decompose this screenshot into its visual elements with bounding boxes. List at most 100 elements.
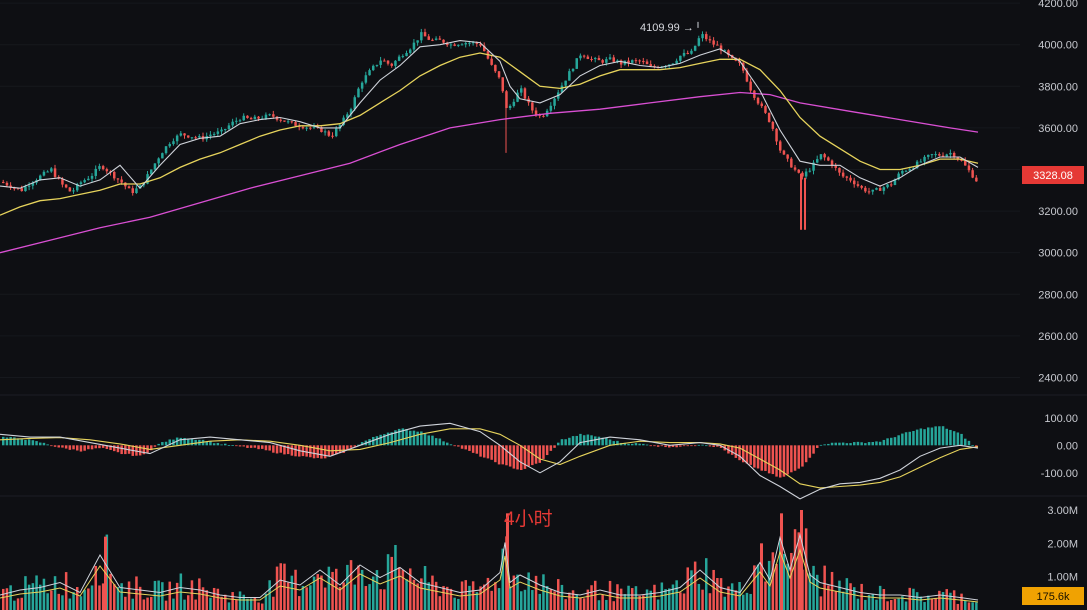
volume-bar xyxy=(960,593,963,610)
candle-body xyxy=(897,173,900,180)
volume-bar xyxy=(971,602,974,610)
volume-bar xyxy=(890,600,893,610)
macd-histogram-bar xyxy=(246,445,249,448)
macd-histogram-bar xyxy=(605,437,608,446)
candle-body xyxy=(187,135,190,138)
volume-bar xyxy=(915,592,919,610)
candle-body xyxy=(227,125,231,129)
candle-body xyxy=(638,60,641,62)
macd-histogram-bar xyxy=(468,445,471,451)
macd-histogram-bar xyxy=(601,437,604,446)
price-pane[interactable] xyxy=(0,21,979,254)
volume-bar xyxy=(812,565,815,610)
macd-histogram-bar xyxy=(423,433,427,446)
macd-histogram-bar xyxy=(797,445,800,469)
volume-bar xyxy=(701,589,704,610)
volume-bar xyxy=(209,597,212,610)
volume-bar xyxy=(645,589,649,610)
volume-bar xyxy=(760,543,763,610)
volume-bar xyxy=(224,594,227,610)
volume-tick-label: 2.00M xyxy=(1047,538,1078,550)
macd-histogram-bar xyxy=(83,445,86,451)
candle-body xyxy=(686,52,689,54)
volume-bar xyxy=(886,601,889,610)
macd-histogram-bar xyxy=(412,430,416,446)
macd-histogram-bar xyxy=(279,445,282,453)
volume-bar xyxy=(549,589,553,610)
macd-histogram-bar xyxy=(545,445,549,456)
candle-body xyxy=(538,114,541,116)
volume-bar xyxy=(486,577,490,610)
macd-histogram-bar xyxy=(53,445,57,447)
candle-body xyxy=(438,38,442,40)
candle-body xyxy=(120,179,123,183)
price-tick-label: 3800.00 xyxy=(1038,81,1078,93)
macd-histogram-bar xyxy=(471,445,475,453)
candle-body xyxy=(708,39,712,41)
volume-bar xyxy=(20,597,23,610)
candle-body xyxy=(431,39,434,41)
macd-histogram-bar xyxy=(72,445,75,450)
volume-bar xyxy=(442,586,445,610)
macd-histogram-bar xyxy=(294,445,297,457)
candle-body xyxy=(272,114,275,117)
volume-bar xyxy=(882,589,886,610)
candle-body xyxy=(534,110,538,115)
candle-body xyxy=(31,182,35,186)
volume-bar xyxy=(712,569,715,610)
candle-body xyxy=(923,156,926,162)
candle-body xyxy=(553,98,556,106)
volume-bar xyxy=(31,583,35,610)
volume-pane[interactable] xyxy=(0,510,979,610)
candle-body xyxy=(305,127,308,129)
macd-histogram-bar xyxy=(479,445,482,457)
candle-body xyxy=(434,38,438,40)
macd-histogram-bar xyxy=(538,445,541,463)
volume-bar xyxy=(653,584,656,610)
macd-histogram-bar xyxy=(76,445,79,451)
candle-body xyxy=(579,55,582,59)
candle-body xyxy=(327,131,331,136)
macd-histogram-bar xyxy=(949,429,952,446)
volume-bar xyxy=(560,584,564,610)
candle-body xyxy=(845,176,849,178)
volume-bar xyxy=(13,600,16,610)
candle-body xyxy=(357,88,360,98)
candle-body xyxy=(172,141,175,145)
volume-bar xyxy=(780,513,783,610)
volume-bar xyxy=(808,573,812,610)
macd-pane[interactable] xyxy=(0,422,979,500)
macd-histogram-bar xyxy=(342,445,345,453)
volume-bar xyxy=(386,554,390,610)
candle-body xyxy=(642,61,645,63)
candle-body xyxy=(198,136,201,138)
macd-histogram-bar xyxy=(801,445,804,467)
macd-histogram-bar xyxy=(497,445,501,465)
macd-histogram-bar xyxy=(967,440,971,446)
macd-histogram-bar xyxy=(94,445,97,449)
volume-bar xyxy=(934,597,937,610)
macd-histogram-bar xyxy=(446,442,449,446)
volume-bar xyxy=(39,584,42,610)
volume-bar xyxy=(161,582,164,610)
volume-bar xyxy=(346,564,349,610)
candle-body xyxy=(183,133,186,136)
volume-bar xyxy=(520,591,523,610)
candle-body xyxy=(24,186,27,192)
volume-bar xyxy=(790,552,793,610)
candle-body xyxy=(531,102,534,111)
volume-bar xyxy=(897,598,900,610)
candle-body xyxy=(542,115,545,117)
candle-body xyxy=(779,141,782,151)
volume-bar xyxy=(309,585,312,610)
volume-bar xyxy=(327,566,331,610)
volume-bar xyxy=(231,592,234,610)
macd-histogram-bar xyxy=(312,445,316,459)
volume-bar xyxy=(316,574,319,610)
macd-histogram-bar xyxy=(553,445,556,448)
candle-body xyxy=(349,109,353,115)
candle-body xyxy=(238,120,242,122)
candle-body xyxy=(701,34,704,39)
